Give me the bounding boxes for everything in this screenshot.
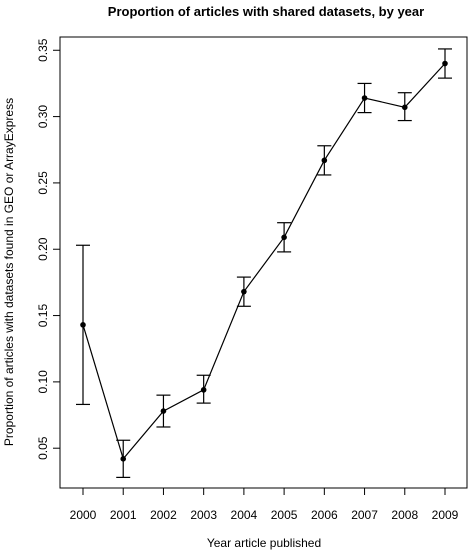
x-axis: 2000 2001 2002 2003 2004 2005 2006 2007 2008 2009 [70, 488, 459, 522]
plot-frame [59, 36, 468, 489]
data-point [160, 408, 167, 414]
data-point [281, 234, 287, 241]
x-tick-label: 2001 [110, 508, 137, 522]
y-axis: 0.05 0.10 0.15 0.20 0.25 0.30 0.35 [36, 38, 60, 460]
x-tick-label: 2003 [190, 508, 217, 522]
data-point [442, 60, 448, 67]
y-tick-label: 0.15 [36, 304, 50, 328]
series-line [82, 63, 446, 461]
x-tick-label: 2005 [271, 508, 298, 522]
data-point [120, 456, 127, 462]
x-tick-label: 2009 [432, 508, 459, 522]
x-tick-label: 2000 [70, 508, 97, 522]
x-axis-label: Year article published [207, 536, 321, 550]
x-tick-label: 2007 [351, 508, 378, 522]
y-tick-label: 0.10 [36, 370, 50, 394]
data-point [401, 104, 408, 111]
chart-title: Proportion of articles with shared datas… [108, 4, 424, 19]
y-tick-label: 0.25 [36, 171, 50, 195]
y-axis-label: Proportion of articles with datasets fou… [2, 98, 16, 446]
x-tick-label: 2006 [311, 508, 338, 522]
x-tick-label: 2008 [391, 508, 418, 522]
y-tick-label: 0.05 [36, 436, 50, 460]
data-point [321, 157, 328, 164]
plot-area [76, 48, 452, 478]
y-tick-label: 0.30 [36, 105, 50, 129]
data-point [361, 95, 368, 101]
data-point [80, 322, 86, 328]
y-tick-label: 0.35 [36, 38, 50, 62]
x-tick-label: 2002 [150, 508, 177, 522]
data-point [200, 387, 207, 393]
y-tick-label: 0.20 [36, 237, 50, 261]
data-point [241, 288, 247, 295]
x-tick-label: 2004 [231, 508, 258, 522]
